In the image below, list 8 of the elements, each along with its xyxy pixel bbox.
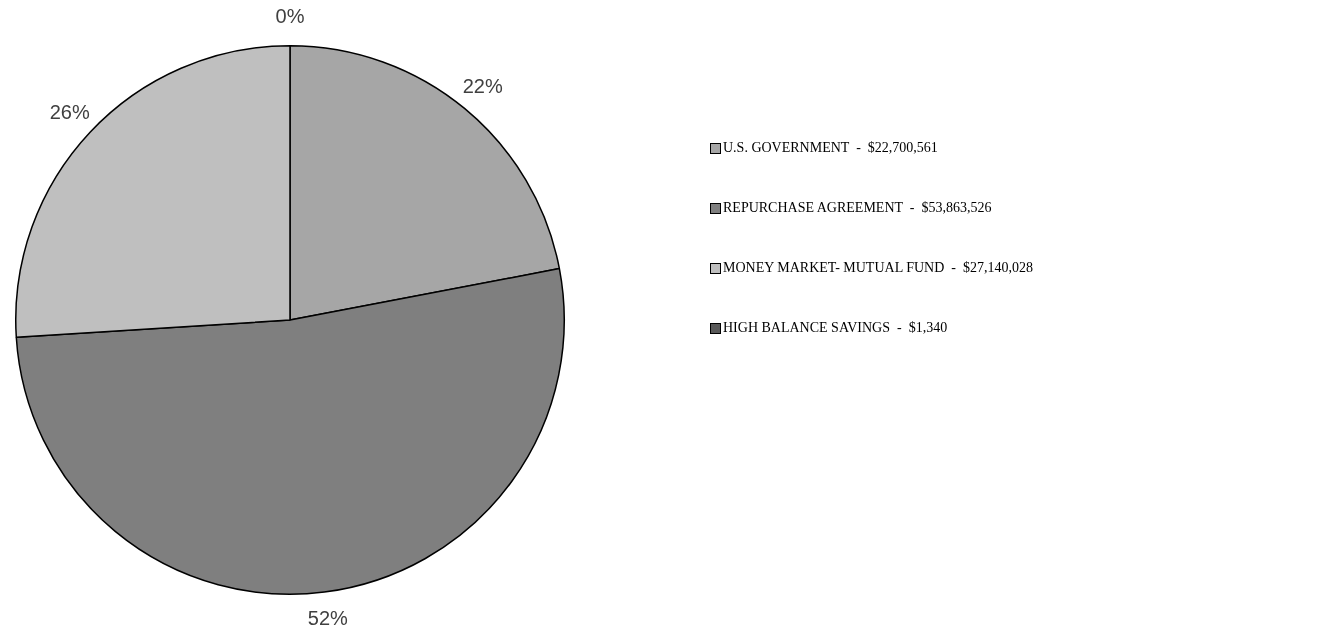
legend-label: U.S. GOVERNMENT - $22,700,561 (723, 140, 938, 156)
data-label: 52% (307, 607, 349, 630)
legend-label: MONEY MARKET- MUTUAL FUND - $27,140,028 (723, 260, 1033, 276)
data-label: 22% (462, 74, 503, 97)
legend-label: REPURCHASE AGREEMENT - $53,863,526 (723, 200, 992, 216)
text: 0% (275, 5, 305, 28)
data-label: 26% (49, 100, 90, 123)
legend-label: HIGH BALANCE SAVINGS - $1,340 (723, 320, 948, 336)
